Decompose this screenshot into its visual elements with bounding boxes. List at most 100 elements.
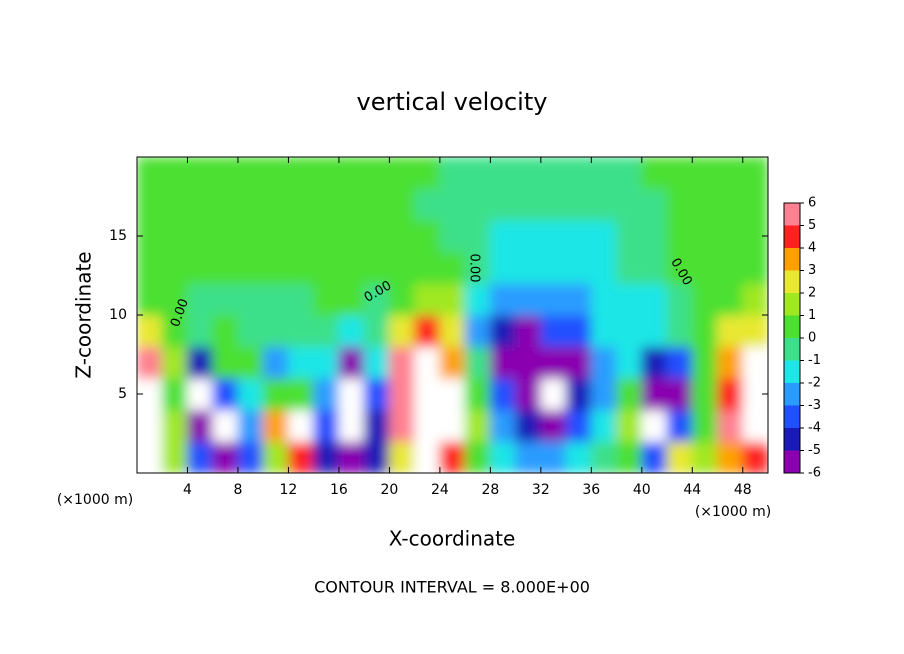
colorbar-swatch — [784, 315, 800, 338]
cell — [540, 157, 567, 190]
cell — [590, 282, 618, 316]
cell — [414, 157, 441, 190]
cell — [313, 346, 340, 379]
cell — [237, 346, 264, 379]
cell — [439, 314, 466, 348]
cell — [616, 282, 643, 316]
cell — [666, 188, 693, 221]
cell — [464, 346, 491, 379]
colorbar-label: -5 — [808, 443, 821, 458]
cell — [666, 251, 693, 284]
cell — [565, 219, 592, 253]
colorbar-swatch — [784, 338, 800, 361]
cell — [414, 346, 441, 379]
cell — [616, 219, 643, 253]
cell — [237, 282, 264, 316]
cell — [313, 314, 340, 348]
cell — [186, 251, 214, 284]
cell — [212, 346, 239, 379]
cell — [388, 314, 416, 348]
colorbar-label: 6 — [808, 196, 816, 211]
y-unit-label: (×1000 m) — [57, 492, 133, 508]
cell — [717, 219, 744, 253]
cell — [691, 219, 719, 253]
cell — [237, 157, 264, 190]
cell — [691, 377, 719, 411]
cell — [691, 314, 719, 348]
cell — [388, 377, 416, 411]
cell — [186, 314, 214, 348]
cell — [186, 377, 214, 411]
cell — [742, 157, 768, 190]
cell — [691, 440, 719, 473]
colorbar-swatch — [784, 203, 800, 226]
cell — [439, 251, 466, 284]
cell — [691, 188, 719, 221]
cell — [666, 440, 693, 473]
cell — [717, 282, 744, 316]
cell — [313, 157, 340, 190]
cell — [641, 251, 668, 284]
cell — [137, 282, 163, 316]
cell — [313, 188, 340, 221]
cell — [590, 188, 618, 221]
cell — [439, 157, 466, 190]
cell — [590, 409, 618, 442]
cell — [515, 251, 542, 284]
cell — [489, 314, 517, 348]
cell — [641, 377, 668, 411]
cell — [666, 346, 693, 379]
cell — [691, 346, 719, 379]
cell — [489, 251, 517, 284]
cell — [464, 377, 491, 411]
cell — [439, 219, 466, 253]
cell — [489, 282, 517, 316]
cell — [742, 440, 768, 473]
colorbar-label: -4 — [808, 421, 821, 436]
cell — [287, 440, 315, 473]
cell — [565, 188, 592, 221]
cell — [742, 188, 768, 221]
cell — [414, 188, 441, 221]
cell — [161, 251, 188, 284]
cell — [717, 377, 744, 411]
cell — [691, 409, 719, 442]
cell — [161, 377, 188, 411]
cell — [489, 440, 517, 473]
cell — [641, 314, 668, 348]
x-tick-label: 48 — [734, 482, 752, 498]
cell — [212, 251, 239, 284]
cell — [338, 157, 365, 190]
x-unit-label: (×1000 m) — [695, 504, 771, 520]
x-tick-label: 40 — [633, 482, 651, 498]
cell — [414, 251, 441, 284]
cell — [262, 251, 289, 284]
cell — [414, 314, 441, 348]
cell — [565, 346, 592, 379]
cell — [464, 251, 491, 284]
cell — [287, 219, 315, 253]
cell — [262, 282, 289, 316]
cell — [616, 440, 643, 473]
cell — [388, 219, 416, 253]
cell — [287, 188, 315, 221]
cell — [742, 409, 768, 442]
cell — [161, 157, 188, 190]
cell — [515, 346, 542, 379]
cell — [388, 282, 416, 316]
cell — [565, 157, 592, 190]
plot-frame — [136, 156, 769, 474]
cell — [363, 157, 390, 190]
cell — [641, 282, 668, 316]
colorbar-swatch — [784, 270, 800, 293]
cell — [742, 346, 768, 379]
cell — [363, 282, 390, 316]
cell — [515, 314, 542, 348]
cell — [237, 219, 264, 253]
cell — [742, 282, 768, 316]
cell — [515, 188, 542, 221]
x-tick-label: 36 — [582, 482, 600, 498]
cell — [742, 314, 768, 348]
colorbar-swatch — [784, 360, 800, 383]
cell — [388, 157, 416, 190]
